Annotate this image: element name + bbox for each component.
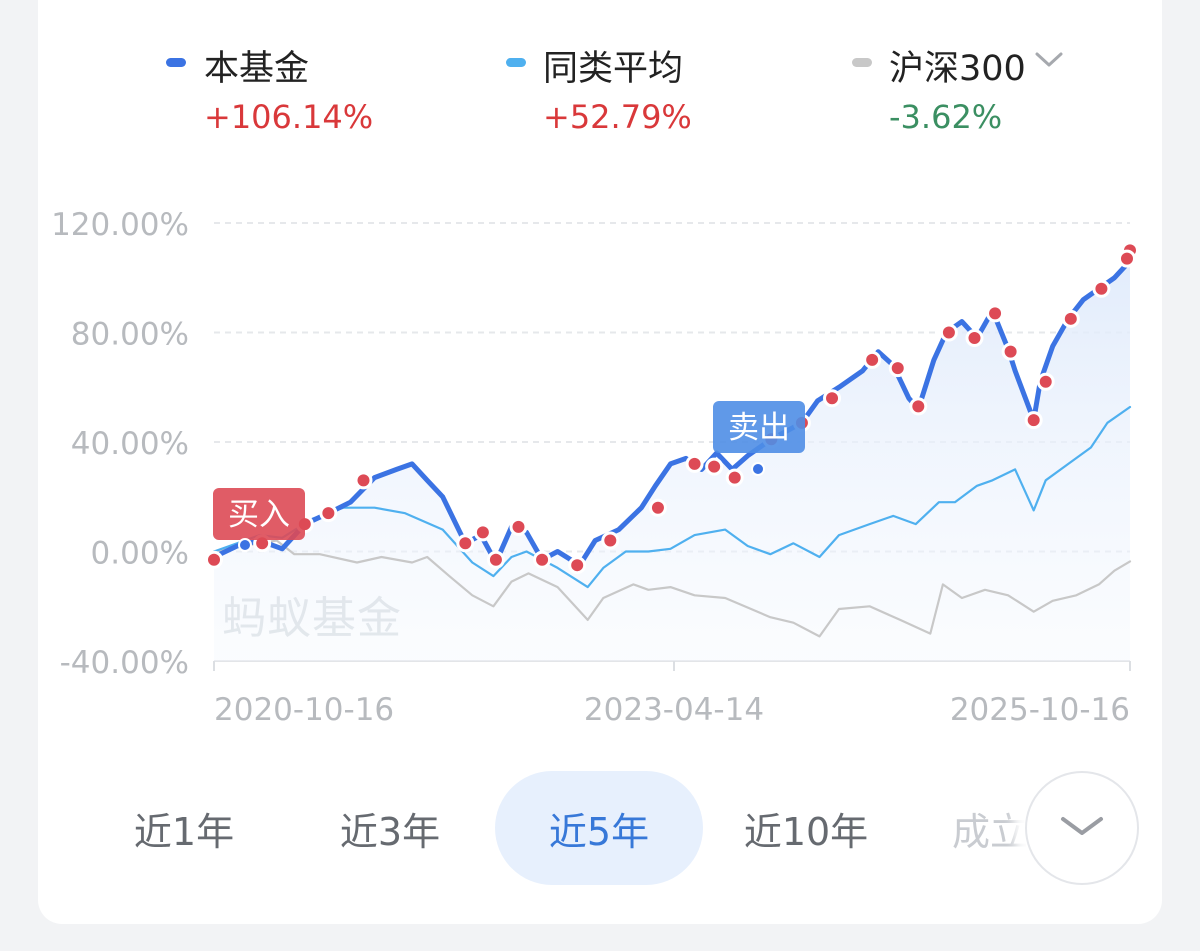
trade-dot <box>456 534 475 553</box>
legend-value-benchmark: -3.62% <box>889 98 1003 136</box>
trade-dot <box>965 328 984 347</box>
trade-dot <box>319 504 338 523</box>
trade-dot <box>888 359 907 378</box>
trade-dot <box>1117 249 1136 268</box>
trade-dot <box>1001 342 1020 361</box>
chevron-down-icon <box>1059 814 1105 842</box>
y-tick-label: -40.00% <box>60 645 189 681</box>
trade-dot <box>986 304 1005 323</box>
legend-value-fund: +106.14% <box>204 98 374 136</box>
y-tick-label: 80.00% <box>71 317 189 353</box>
legend-swatch-fund <box>166 58 186 67</box>
chevron-down-icon[interactable] <box>1034 50 1064 74</box>
y-tick-label: 120.00% <box>51 207 189 243</box>
sell-point <box>751 462 765 476</box>
sell-marker-box <box>713 401 805 453</box>
trade-dot <box>533 550 552 569</box>
category-average-line <box>212 405 1132 589</box>
trade-dot <box>354 471 373 490</box>
trade-dot <box>685 454 704 473</box>
x-tick-label: 2023-04-14 <box>584 692 764 728</box>
y-tick-label: 0.00% <box>91 536 189 572</box>
trade-dot <box>1024 411 1043 430</box>
trade-dot <box>1036 372 1055 391</box>
legend-label-benchmark[interactable]: 沪深300 <box>889 49 1026 89</box>
trade-dot <box>909 397 928 416</box>
sell-marker: 卖出 <box>713 401 805 453</box>
legend-swatch-benchmark <box>852 58 872 67</box>
chart-watermark: 蚂蚁基金 <box>222 593 402 644</box>
tab-5-years[interactable]: 近5年 <box>495 771 703 885</box>
legend-swatch-category-average <box>506 58 526 67</box>
trade-dot <box>568 556 587 575</box>
trade-dot <box>486 550 505 569</box>
tab-10-years[interactable]: 近10年 <box>743 809 869 854</box>
x-tick-label: 2020-10-16 <box>214 692 394 728</box>
legend-label-category-average: 同类平均 <box>543 49 684 89</box>
trade-dot <box>823 389 842 408</box>
tab-3-years[interactable]: 近3年 <box>339 809 441 854</box>
benchmark-line <box>212 539 1132 638</box>
buy-marker-label: 买入 <box>228 497 290 533</box>
buy-marker-box <box>213 488 305 540</box>
trade-dot <box>1061 309 1080 328</box>
fund-area-fill <box>214 260 1130 661</box>
trade-dot <box>473 523 492 542</box>
tab-1-year[interactable]: 近1年 <box>133 809 235 854</box>
trade-dot <box>725 468 744 487</box>
sell-marker-label: 卖出 <box>728 410 790 446</box>
tab-since-inception[interactable]: 成立 <box>952 809 1029 854</box>
x-tick-label: 2025-10-16 <box>950 692 1130 728</box>
trade-dot <box>509 517 528 536</box>
trade-dot <box>205 550 223 569</box>
trade-dot <box>939 323 958 342</box>
buy-point <box>238 538 252 552</box>
buy-marker: 买入 <box>213 488 305 540</box>
legend-label-fund: 本基金 <box>204 49 310 89</box>
trade-dot <box>1092 279 1111 298</box>
trade-dot <box>863 350 882 369</box>
legend-value-category-average: +52.79% <box>543 98 692 136</box>
trade-dot <box>601 531 620 550</box>
y-tick-label: 40.00% <box>71 426 189 462</box>
trade-dot <box>648 498 667 517</box>
more-periods-button[interactable] <box>1025 771 1139 885</box>
trade-dot <box>705 457 724 476</box>
